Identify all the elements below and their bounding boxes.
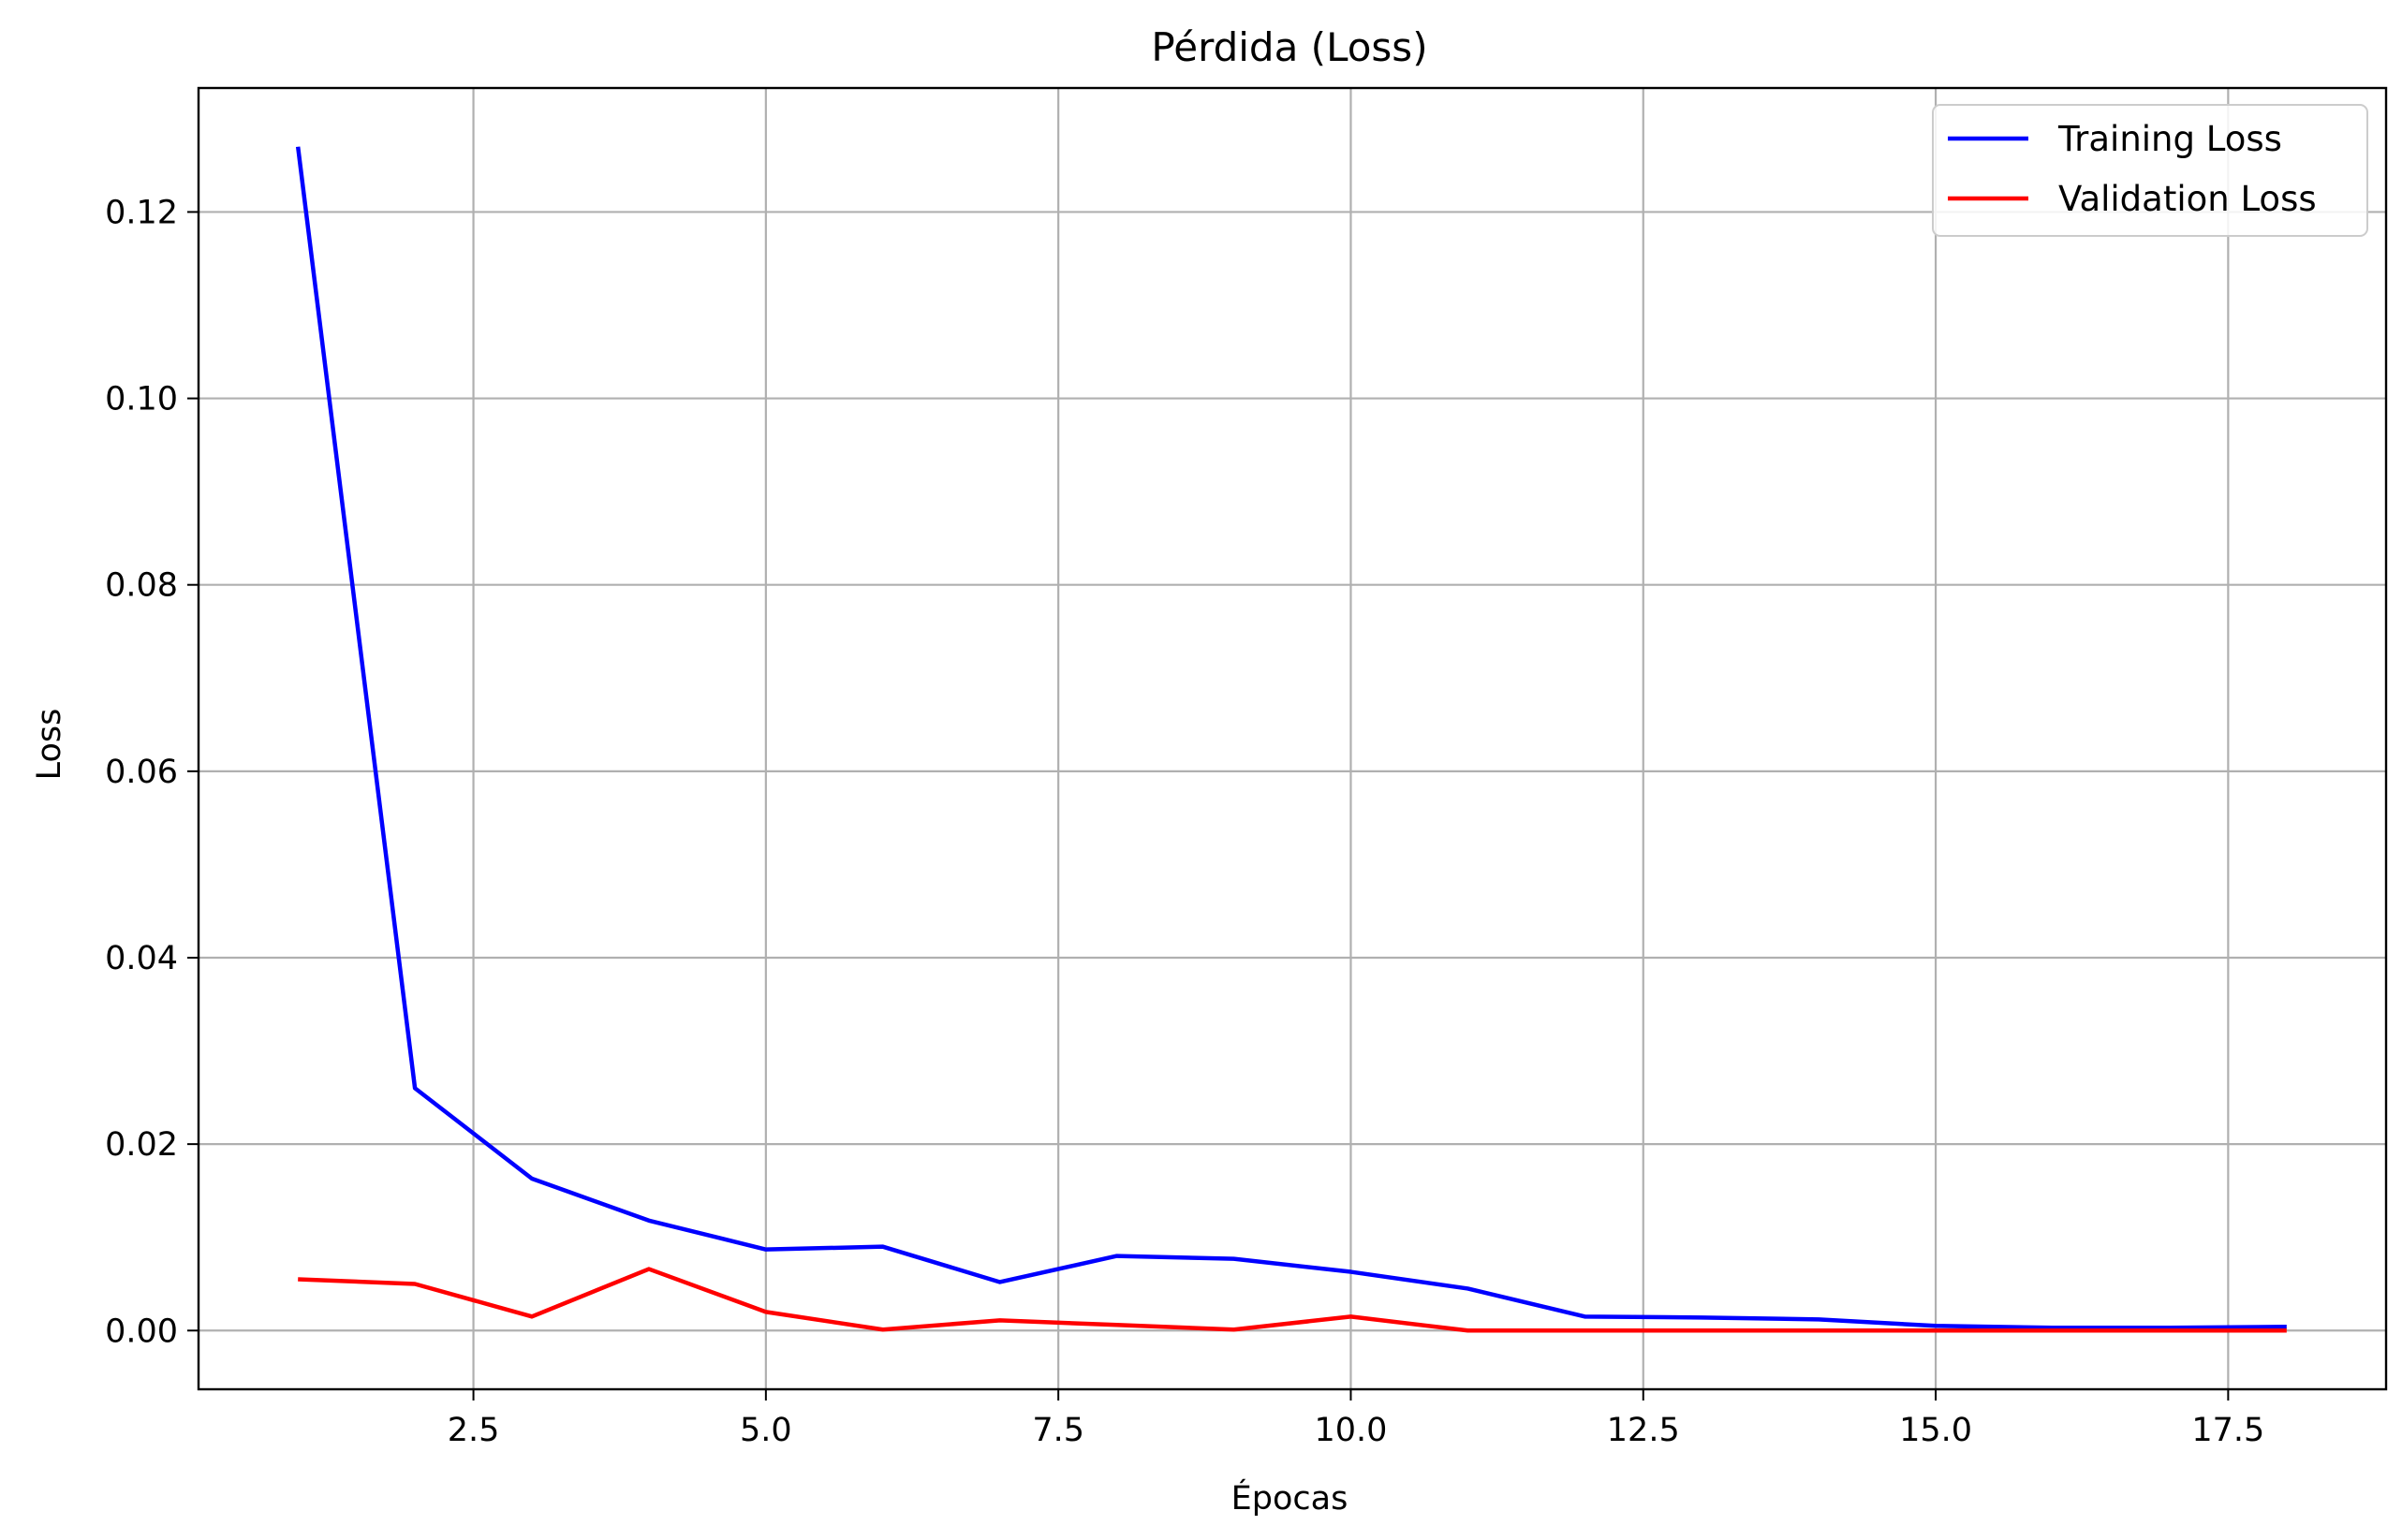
legend: Training Loss Validation Loss xyxy=(1932,104,2368,237)
x-tick-label: 17.5 xyxy=(2191,1412,2264,1449)
x-tick-label: 12.5 xyxy=(1607,1412,1680,1449)
legend-label-training: Training Loss xyxy=(2057,119,2282,159)
grid-lines xyxy=(199,88,2386,1389)
y-tick-label: 0.00 xyxy=(105,1313,178,1350)
y-tick-label: 0.04 xyxy=(105,940,178,977)
legend-box xyxy=(1932,104,2368,237)
x-tick-label: 5.0 xyxy=(740,1412,792,1449)
series-line-validation-loss xyxy=(298,1267,2287,1333)
x-axis-ticks: 2.5 5.0 7.5 10.0 12.5 15.0 17.5 xyxy=(448,1389,2264,1449)
y-tick-label: 0.06 xyxy=(105,754,178,791)
chart-title: Pérdida (Loss) xyxy=(1151,24,1427,70)
series-lines xyxy=(295,146,2287,1333)
y-axis-ticks: 0.00 0.02 0.04 0.06 0.08 0.10 0.12 xyxy=(105,194,199,1350)
x-tick-label: 15.0 xyxy=(1899,1412,1972,1449)
y-tick-label: 0.10 xyxy=(105,381,178,418)
y-axis-title: Loss xyxy=(31,709,68,781)
y-tick-label: 0.08 xyxy=(105,567,178,605)
series-line-training-loss xyxy=(295,146,2287,1330)
legend-label-validation: Validation Loss xyxy=(2058,179,2317,219)
x-axis-title: Épocas xyxy=(1231,1478,1348,1518)
plot-area-frame xyxy=(197,86,2388,1391)
y-tick-label: 0.12 xyxy=(105,194,178,231)
x-tick-label: 7.5 xyxy=(1032,1412,1084,1449)
y-tick-label: 0.02 xyxy=(105,1126,178,1164)
x-tick-label: 10.0 xyxy=(1314,1412,1387,1449)
x-tick-label: 2.5 xyxy=(448,1412,500,1449)
